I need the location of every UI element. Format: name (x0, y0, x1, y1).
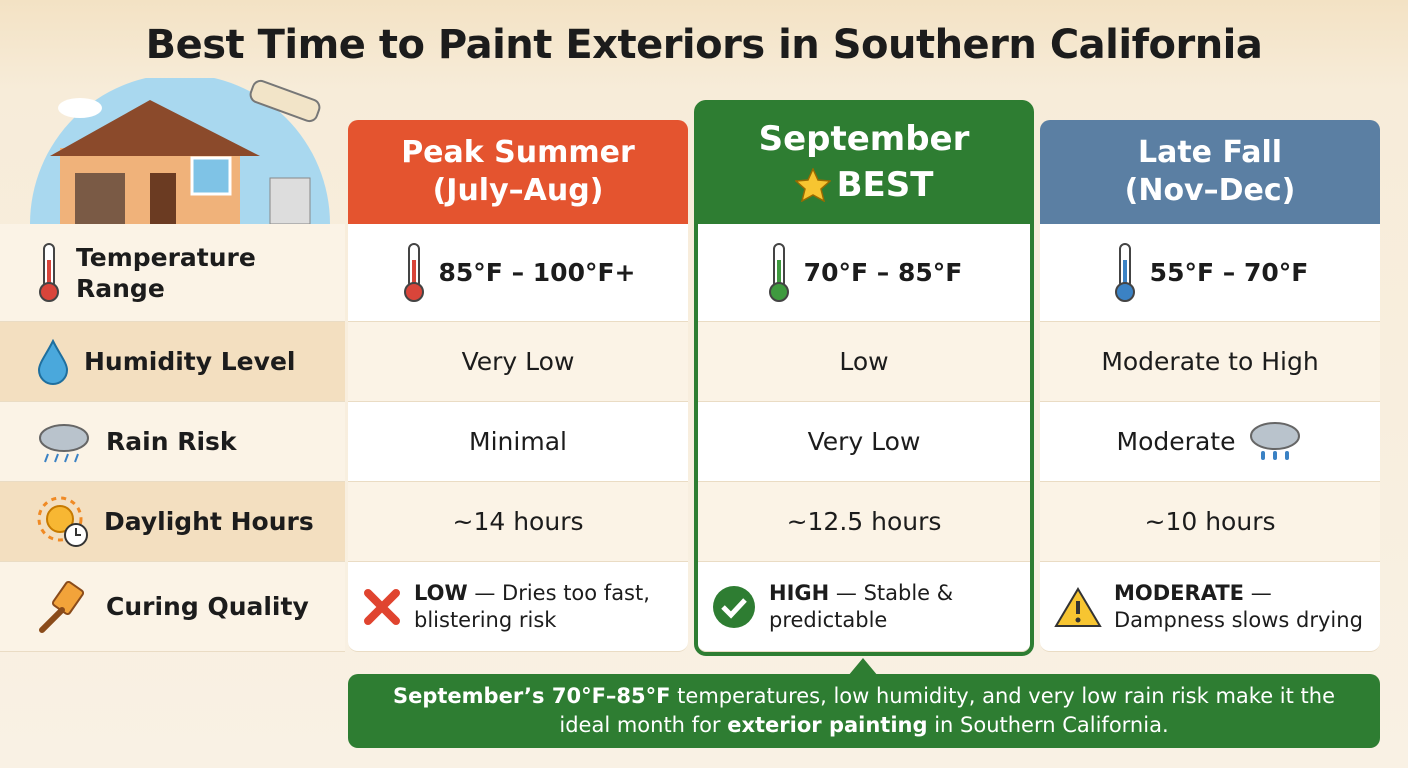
header-line: Peak Summer (401, 134, 635, 172)
row-icon (36, 242, 62, 304)
summary-text: September’s 70°F–85°F temperatures, low … (368, 682, 1360, 740)
table-cell: MODERATE — Dampness slows drying (1040, 562, 1380, 652)
header-text: (July–Aug) (432, 173, 604, 208)
header-line: BEST (794, 162, 934, 208)
cell-text: 85°F – 100°F+ (438, 258, 636, 287)
row-label: Rain Risk (0, 402, 345, 482)
curing-level: LOW (414, 580, 468, 605)
table-cell: Very Low (348, 322, 688, 402)
curing-text: LOW — Dries too fast, blistering risk (414, 580, 688, 634)
table-cell: HIGH — Stable & predictable (697, 562, 1031, 652)
column-header: September BEST (697, 100, 1031, 224)
row-icon (36, 420, 92, 464)
header-text: (Nov–Dec) (1124, 173, 1296, 208)
table-cell: Moderate (1040, 402, 1380, 482)
row-label-text: Rain Risk (106, 427, 237, 456)
header-text: BEST (836, 165, 934, 205)
summary-segment: September’s 70°F–85°F (392, 684, 671, 708)
row-label: Humidity Level (0, 322, 345, 402)
cell-text: ~12.5 hours (786, 507, 942, 536)
row-label: Daylight Hours (0, 482, 345, 562)
thermometer-icon (766, 242, 792, 304)
curing-level: HIGH (769, 580, 830, 605)
thermometer-icon (401, 242, 427, 304)
header-line: (July–Aug) (433, 172, 604, 210)
cell-text: Very Low (461, 347, 575, 376)
cell-text: ~14 hours (452, 507, 584, 536)
status-icon (362, 587, 402, 627)
cell-text: Moderate to High (1101, 347, 1319, 376)
row-icon (36, 495, 90, 549)
row-label-text: Temperature Range (76, 242, 256, 303)
row-label: Temperature Range (0, 224, 345, 322)
table-cell: 55°F – 70°F (1040, 224, 1380, 322)
thermometer-icon (1112, 242, 1138, 304)
summary-note: September’s 70°F–85°F temperatures, low … (348, 674, 1380, 748)
star-icon (794, 168, 831, 202)
row-icon (36, 580, 92, 634)
table-cell: Moderate to High (1040, 322, 1380, 402)
header-line: Late Fall (1138, 134, 1282, 172)
table-cell: ~12.5 hours (697, 482, 1031, 562)
cell-text: Moderate (1116, 427, 1236, 456)
table-cell: 70°F – 85°F (697, 224, 1031, 322)
cell-text: Very Low (807, 427, 921, 456)
house-illustration (30, 78, 330, 224)
header-text: Late Fall (1137, 135, 1283, 170)
row-icon (36, 338, 70, 385)
curing-detail: — Dries too fast, blistering risk (414, 580, 650, 632)
rain-icon (1247, 420, 1303, 464)
cell-text: 55°F – 70°F (1149, 258, 1309, 287)
header-text: Peak Summer (401, 135, 635, 170)
cell-text: ~10 hours (1144, 507, 1276, 536)
curing-text: HIGH — Stable & predictable (769, 580, 1031, 634)
curing-text: MODERATE — Dampness slows drying (1114, 580, 1380, 634)
table-cell: ~10 hours (1040, 482, 1380, 562)
column-header: Late Fall (Nov–Dec) (1040, 120, 1380, 224)
table-cell: Very Low (697, 402, 1031, 482)
row-label-text: Humidity Level (84, 347, 296, 376)
cell-text: Minimal (469, 427, 567, 456)
status-icon (711, 584, 757, 630)
row-label: Curing Quality (0, 562, 345, 652)
curing-detail: — Stable & predictable (769, 580, 954, 632)
cell-text: 70°F – 85°F (803, 258, 963, 287)
table-cell: Low (697, 322, 1031, 402)
curing-level: MODERATE (1114, 580, 1244, 605)
header-line: September (759, 116, 970, 162)
summary-segment: exterior painting (727, 713, 928, 737)
table-cell: 85°F – 100°F+ (348, 224, 688, 322)
status-icon (1054, 586, 1102, 628)
cell-text: Low (839, 347, 889, 376)
row-label-text: Daylight Hours (104, 507, 314, 536)
callout-pointer (848, 658, 878, 676)
header-text: September (758, 119, 970, 159)
summary-segment: in Southern California. (927, 713, 1169, 737)
header-line: (Nov–Dec) (1125, 172, 1296, 210)
table-cell: LOW — Dries too fast, blistering risk (348, 562, 688, 652)
column-header: Peak Summer (July–Aug) (348, 120, 688, 224)
curing-detail: — Dampness slows drying (1114, 580, 1363, 632)
table-cell: ~14 hours (348, 482, 688, 562)
summary-segment: temperatures, low humidity, and very low… (559, 684, 1335, 737)
title: Best Time to Paint Exteriors in Southern… (145, 22, 1263, 68)
table-cell: Minimal (348, 402, 688, 482)
row-label-text: Curing Quality (106, 592, 309, 621)
